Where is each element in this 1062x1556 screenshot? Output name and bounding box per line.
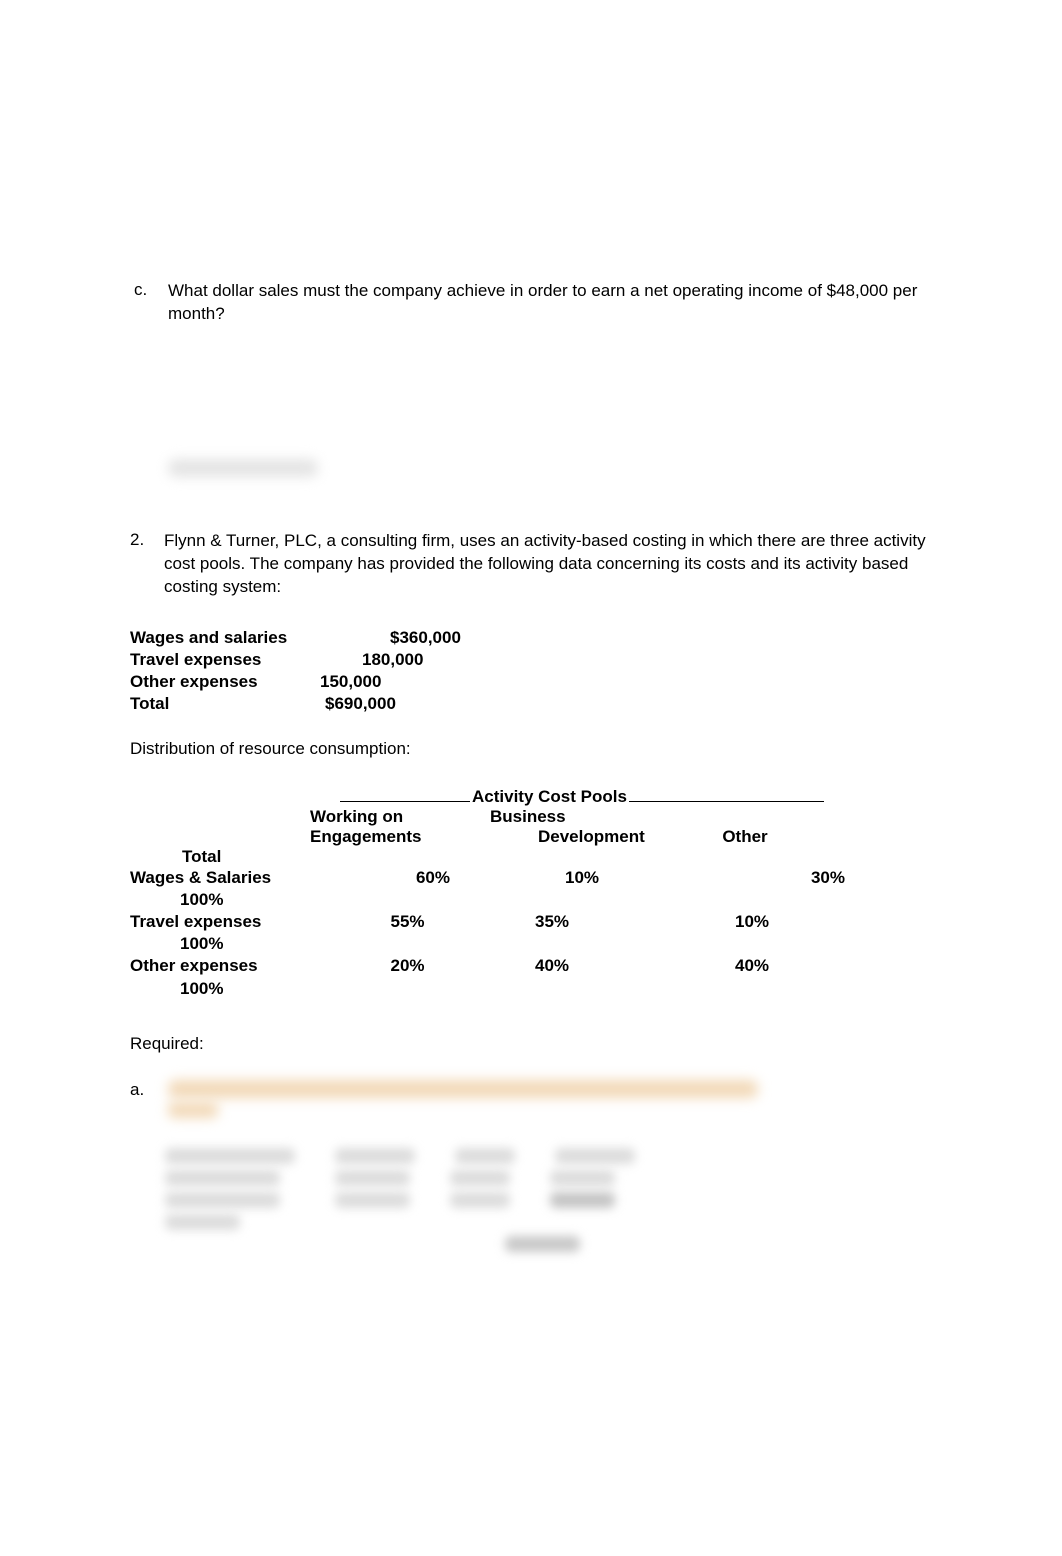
redacted-cell (165, 1192, 280, 1208)
redacted-cell (455, 1148, 515, 1164)
redacted-row (165, 1170, 947, 1186)
redacted-cell (335, 1148, 415, 1164)
cost-row: Total $690,000 (130, 693, 947, 715)
pct-working: 60% (280, 867, 480, 889)
question-a: a. (130, 1080, 947, 1118)
row-label-wrap: Other expenses (130, 955, 280, 977)
row-label-wrap: Travel expenses (130, 911, 280, 933)
cost-row: Other expenses 150,000 (130, 671, 947, 693)
costs-table: Wages and salaries $360,000 Travel expen… (130, 627, 947, 715)
redacted-cell (555, 1148, 635, 1164)
table-row-sublabel: 100% (130, 889, 947, 911)
table-header-underline-row: Activity Cost Pools (130, 787, 947, 807)
cost-value: $690,000 (325, 693, 396, 715)
pct-working: 20% (280, 955, 480, 977)
redacted-row (165, 1214, 947, 1230)
spacer (130, 827, 280, 847)
redacted-cell (550, 1170, 615, 1186)
pct-business: 35% (480, 911, 670, 933)
pct-other: 30% (670, 867, 845, 889)
table-row-sublabel: 100% (130, 933, 947, 955)
col-header-working-line2: Engagements (280, 827, 480, 847)
question-a-redacted (168, 1080, 758, 1118)
question-2: 2. Flynn & Turner, PLC, a consulting fir… (130, 530, 947, 599)
redacted-cell (550, 1192, 615, 1208)
cost-label: Other expenses (130, 671, 320, 693)
table-row-sublabel: 100% (130, 978, 947, 1000)
redacted-cell (450, 1170, 510, 1186)
row-label-wrap: Wages & Salaries (130, 867, 280, 889)
table-row: Other expenses 20% 40% 40% (130, 955, 947, 977)
row-label: Travel expenses (130, 911, 280, 933)
question-c-letter: c. (134, 280, 154, 326)
question-c: c. What dollar sales must the company ac… (130, 280, 947, 326)
pct-business: 40% (480, 955, 670, 977)
total-column-label: Total (130, 847, 947, 867)
redacted-cell (165, 1148, 295, 1164)
column-headers-row-1: Working on Business (130, 807, 947, 827)
question-2-text: Flynn & Turner, PLC, a consulting firm, … (164, 530, 947, 599)
redacted-table (165, 1148, 947, 1252)
spacer (680, 807, 810, 827)
spacer (130, 807, 280, 827)
redacted-cell (165, 1170, 280, 1186)
pct-other: 40% (670, 955, 830, 977)
pct-working: 55% (280, 911, 480, 933)
row-sublabel: 100% (130, 889, 223, 911)
cost-label: Wages and salaries (130, 627, 360, 649)
activity-pools-label-text: Activity Cost Pools (472, 787, 627, 807)
required-label: Required: (130, 1034, 947, 1054)
redacted-content (168, 459, 318, 477)
cost-row: Wages and salaries $360,000 (130, 627, 947, 649)
redacted-row (165, 1148, 947, 1164)
redacted-total (505, 1236, 580, 1252)
cost-label: Travel expenses (130, 649, 360, 671)
table-row: Wages & Salaries 60% 10% 30% (130, 867, 947, 889)
cost-label: Total (130, 693, 325, 715)
cost-value: $360,000 (360, 627, 461, 649)
underline-right (629, 801, 824, 802)
activity-cost-pools-table: Activity Cost Pools Working on Business … (130, 787, 947, 1000)
distribution-label: Distribution of resource consumption: (130, 739, 947, 759)
redacted-cell (335, 1170, 410, 1186)
cost-value: 180,000 (360, 649, 423, 671)
redacted-cell (165, 1214, 240, 1230)
row-label: Wages & Salaries (130, 867, 280, 889)
redacted-line (168, 1080, 758, 1098)
col-header-other: Other (680, 827, 810, 847)
activity-pools-header: Activity Cost Pools (340, 787, 824, 807)
redacted-cell (335, 1192, 410, 1208)
pct-other: 10% (670, 911, 830, 933)
redacted-row (165, 1192, 947, 1208)
col-header-business-line1: Business (480, 807, 680, 827)
question-c-text: What dollar sales must the company achie… (168, 280, 947, 326)
redacted-line (168, 1102, 218, 1118)
spacer (130, 787, 340, 807)
row-label: Other expenses (130, 955, 280, 977)
col-header-working-line1: Working on (280, 807, 480, 827)
row-sublabel: 100% (130, 978, 223, 1000)
question-2-number: 2. (130, 530, 150, 599)
question-a-letter: a. (130, 1080, 150, 1118)
column-headers-row-2: Engagements Development Other (130, 827, 947, 847)
document-page: c. What dollar sales must the company ac… (0, 0, 1062, 1252)
cost-row: Travel expenses 180,000 (130, 649, 947, 671)
underline-left (340, 801, 470, 802)
cost-value: 150,000 (320, 671, 381, 693)
col-header-business-line2: Development (480, 827, 680, 847)
row-sublabel: 100% (130, 933, 223, 955)
table-row: Travel expenses 55% 35% 10% (130, 911, 947, 933)
redacted-cell (450, 1192, 510, 1208)
pct-business: 10% (480, 867, 670, 889)
